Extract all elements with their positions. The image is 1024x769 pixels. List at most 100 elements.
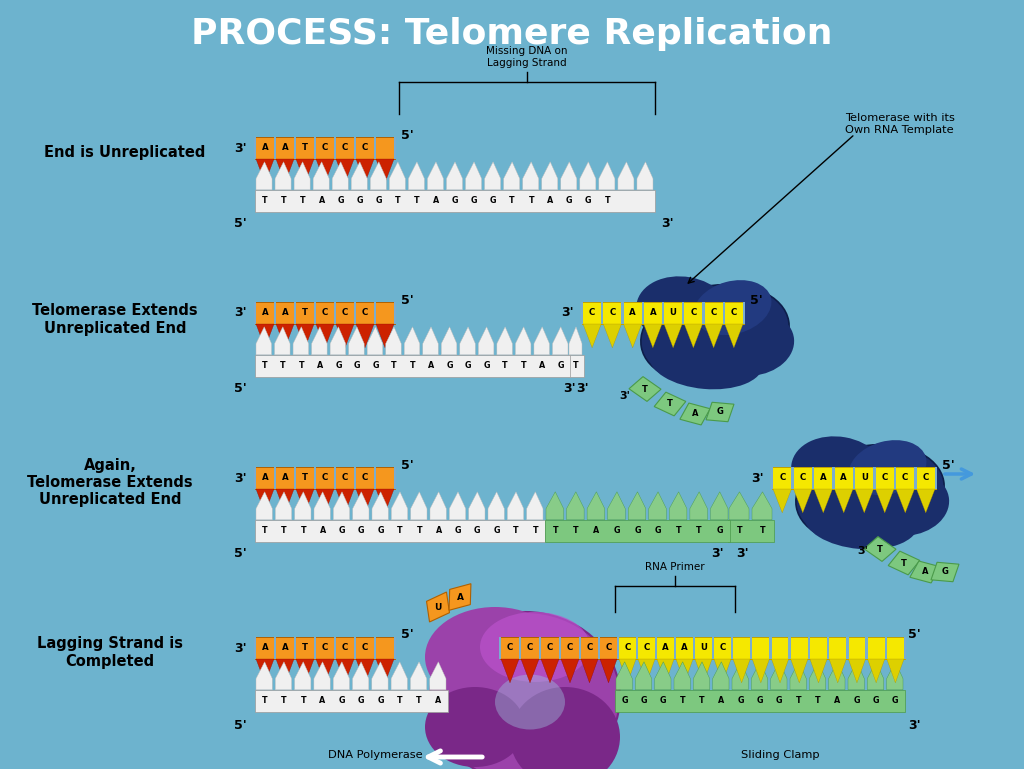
Text: 5': 5' — [401, 628, 414, 641]
Polygon shape — [372, 662, 388, 690]
Text: 3': 3' — [563, 382, 577, 395]
Text: 3': 3' — [712, 548, 724, 561]
Polygon shape — [411, 662, 427, 690]
Polygon shape — [488, 492, 505, 520]
Bar — [273, 302, 276, 324]
Polygon shape — [855, 489, 873, 513]
Text: T: T — [282, 526, 287, 535]
Ellipse shape — [425, 607, 565, 707]
Polygon shape — [617, 161, 634, 190]
Polygon shape — [887, 662, 903, 690]
Text: T: T — [302, 473, 308, 482]
Text: A: A — [681, 643, 688, 652]
Polygon shape — [638, 659, 655, 683]
Bar — [313, 302, 316, 324]
Text: 5': 5' — [234, 218, 247, 230]
Polygon shape — [616, 662, 633, 690]
Text: T: T — [667, 400, 673, 408]
Text: T: T — [528, 196, 534, 205]
Text: T: T — [604, 196, 610, 205]
Polygon shape — [276, 159, 294, 183]
Bar — [601, 302, 603, 324]
Text: Missing DNA on
Lagging Strand: Missing DNA on Lagging Strand — [486, 46, 567, 68]
Bar — [273, 467, 276, 489]
Polygon shape — [569, 327, 582, 355]
Polygon shape — [522, 161, 539, 190]
Polygon shape — [275, 492, 292, 520]
Bar — [255, 137, 395, 159]
Polygon shape — [376, 159, 394, 183]
Polygon shape — [276, 324, 294, 348]
Polygon shape — [296, 489, 314, 513]
Polygon shape — [580, 161, 596, 190]
Bar — [255, 467, 395, 489]
Text: G: G — [737, 696, 743, 705]
Text: 3': 3' — [736, 548, 749, 561]
Text: DNA Polymerase: DNA Polymerase — [328, 750, 422, 760]
Polygon shape — [386, 327, 401, 355]
Text: G: G — [358, 696, 365, 705]
Text: 3': 3' — [561, 307, 574, 319]
Bar — [618, 637, 732, 659]
Polygon shape — [293, 327, 308, 355]
Polygon shape — [256, 327, 271, 355]
Text: C: C — [923, 473, 929, 482]
Text: C: C — [567, 643, 573, 652]
Text: A: A — [692, 410, 698, 418]
Bar — [712, 637, 714, 659]
Polygon shape — [542, 161, 558, 190]
Polygon shape — [256, 161, 272, 190]
Text: C: C — [361, 308, 368, 317]
Text: C: C — [690, 308, 696, 317]
Text: 3': 3' — [908, 719, 921, 732]
Polygon shape — [644, 324, 662, 348]
Polygon shape — [867, 662, 884, 690]
Text: T: T — [878, 544, 883, 554]
Text: C: C — [342, 643, 348, 652]
Text: A: A — [318, 196, 325, 205]
Text: G: G — [757, 696, 763, 705]
Polygon shape — [295, 492, 311, 520]
Bar — [642, 302, 644, 324]
Text: 5': 5' — [942, 458, 954, 471]
Text: C: C — [322, 643, 328, 652]
Polygon shape — [553, 327, 568, 355]
Text: G: G — [776, 696, 782, 705]
Text: Telomerase with its
Own RNA Template: Telomerase with its Own RNA Template — [845, 113, 954, 135]
Polygon shape — [450, 584, 471, 611]
Bar — [334, 137, 336, 159]
Bar — [581, 302, 584, 324]
Bar — [579, 637, 582, 659]
Polygon shape — [676, 659, 693, 683]
Text: T: T — [573, 526, 579, 535]
Text: G: G — [557, 361, 564, 370]
Bar — [702, 302, 705, 324]
Text: G: G — [339, 696, 345, 705]
Bar — [255, 355, 570, 377]
Ellipse shape — [510, 687, 620, 769]
Polygon shape — [600, 659, 617, 683]
Bar — [772, 467, 936, 489]
Polygon shape — [316, 659, 334, 683]
Text: T: T — [760, 526, 765, 535]
Text: 5': 5' — [234, 548, 247, 561]
Polygon shape — [296, 324, 314, 348]
Polygon shape — [848, 662, 864, 690]
Bar — [742, 302, 745, 324]
Text: C: C — [547, 643, 553, 652]
Polygon shape — [313, 161, 329, 190]
Text: A: A — [630, 308, 636, 317]
Bar — [254, 637, 256, 659]
Polygon shape — [504, 161, 519, 190]
Polygon shape — [896, 489, 914, 513]
Text: A: A — [282, 143, 289, 152]
Bar — [771, 467, 773, 489]
Text: RNA Primer: RNA Primer — [645, 562, 705, 572]
Polygon shape — [561, 659, 579, 683]
Polygon shape — [607, 492, 626, 520]
Text: T: T — [553, 526, 558, 535]
Ellipse shape — [636, 276, 732, 348]
Text: C: C — [720, 643, 726, 652]
Polygon shape — [478, 327, 494, 355]
Ellipse shape — [796, 444, 944, 544]
